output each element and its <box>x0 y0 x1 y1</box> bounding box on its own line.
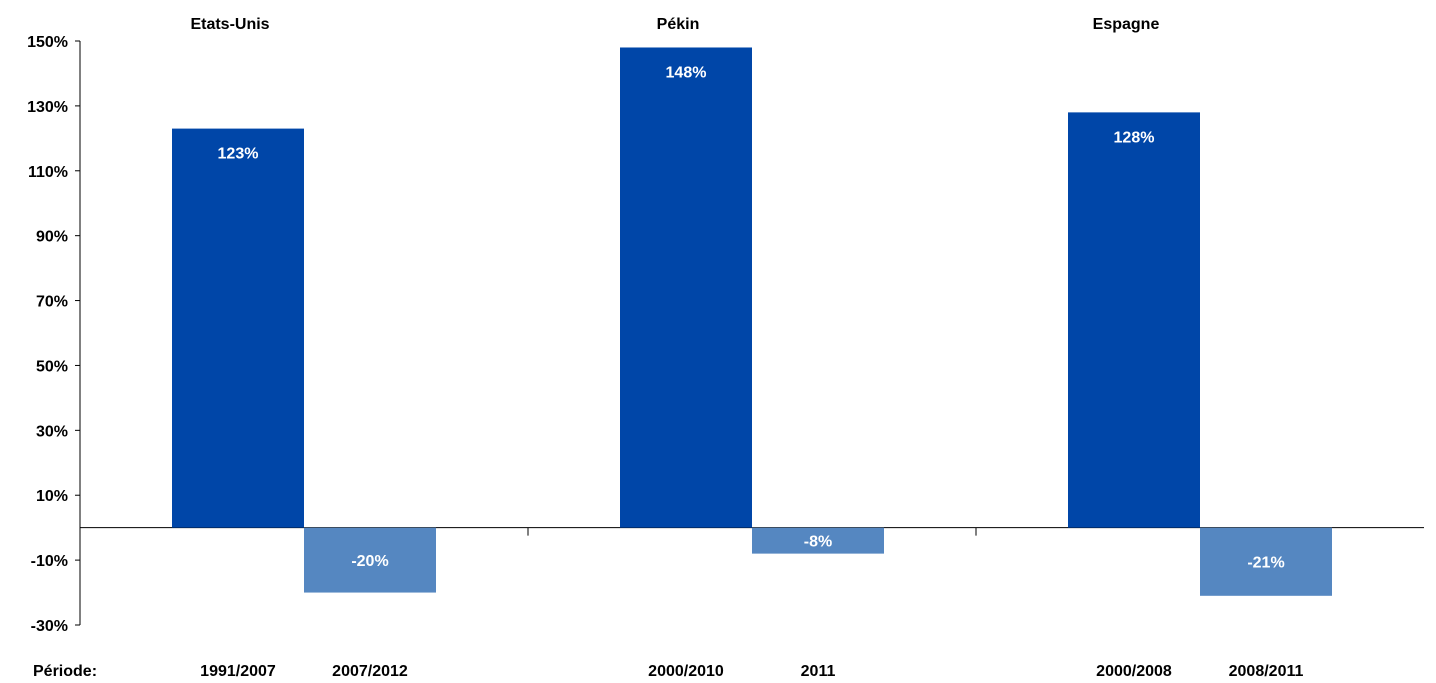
bar <box>620 47 752 528</box>
period-label: 2007/2012 <box>332 663 408 680</box>
period-label: 2011 <box>801 663 836 680</box>
bars <box>172 47 1332 596</box>
y-tick-label: 150% <box>27 34 68 51</box>
y-tick-label: -30% <box>31 618 68 635</box>
group-label: Espagne <box>1093 16 1160 33</box>
y-tick-label: 110% <box>28 164 68 181</box>
y-tick-label: -10% <box>31 553 68 570</box>
group-label: Etats-Unis <box>190 16 269 33</box>
bar <box>752 527 884 554</box>
data-label: 128% <box>1114 129 1155 146</box>
y-tick-label: 30% <box>36 423 68 440</box>
period-header-label: Période: <box>33 663 97 680</box>
bar <box>172 128 304 528</box>
data-label: 123% <box>218 146 259 163</box>
period-label: 1991/2007 <box>200 663 276 680</box>
period-label: 2000/2010 <box>648 663 724 680</box>
data-label: -21% <box>1247 555 1284 572</box>
labels: Période: Etats-Unis 123% 1991/2007 -20% 2007/… <box>33 16 1303 680</box>
bar <box>1200 527 1332 596</box>
group-label: Pékin <box>657 16 700 33</box>
data-label: -8% <box>804 534 832 551</box>
bar <box>1068 112 1200 528</box>
data-label: 148% <box>666 64 707 81</box>
y-tick-label: 50% <box>36 358 68 375</box>
period-label: 2008/2011 <box>1229 663 1304 680</box>
y-tick-label: 130% <box>27 99 68 116</box>
period-label: 2000/2008 <box>1096 663 1172 680</box>
y-tick-label: 70% <box>36 294 68 311</box>
y-tick-label: 10% <box>36 488 68 505</box>
y-tick-label: 90% <box>36 229 68 246</box>
bar <box>304 527 436 593</box>
data-label: -20% <box>351 553 388 570</box>
